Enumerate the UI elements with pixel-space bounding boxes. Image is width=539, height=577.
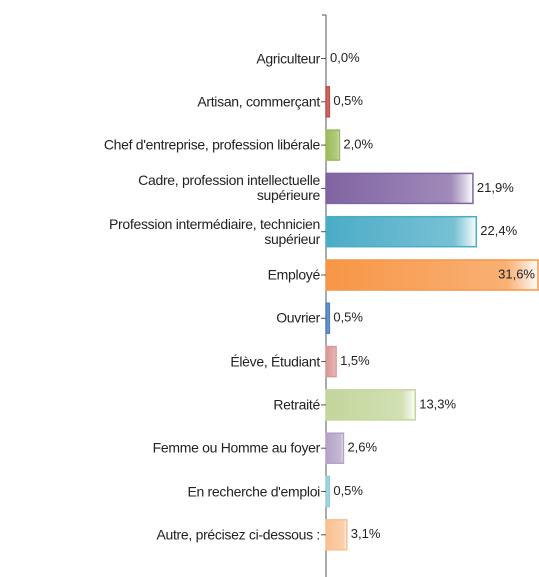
category-label: Femme ou Homme au foyer [152, 439, 321, 456]
value-label: 0,5% [333, 93, 363, 108]
value-label: 1,5% [340, 353, 370, 368]
bar [325, 215, 478, 248]
value-label: 2,0% [343, 137, 373, 152]
category-label: Artisan, commerçant [197, 93, 320, 110]
category-label: Profession intermédiaire, technicien sup… [109, 215, 320, 247]
category-label: Employé [267, 266, 321, 283]
bar [325, 129, 341, 161]
bar [325, 389, 416, 421]
value-label: 31,6% [498, 266, 535, 281]
category-label: Élève, Étudiant [230, 353, 320, 370]
bar [325, 302, 331, 335]
bar [325, 259, 539, 291]
category-label: Chef d'entreprise, profession libérale [103, 136, 320, 153]
bar [325, 475, 331, 508]
bar [325, 345, 337, 378]
bar [325, 432, 345, 464]
value-label: 22,4% [480, 223, 517, 238]
bar [325, 172, 474, 205]
value-label: 21,9% [477, 180, 514, 195]
value-label: 2,6% [347, 440, 377, 455]
category-label: En recherche d'emploi [187, 483, 320, 499]
bar [325, 86, 331, 118]
category-label: Agriculteur [256, 50, 320, 66]
value-label: 0,0% [330, 50, 360, 65]
value-label: 3,1% [351, 526, 381, 541]
value-label: 13,3% [419, 396, 456, 411]
value-label: 0,5% [333, 310, 363, 325]
category-label: Ouvrier [276, 309, 320, 326]
category-label: Cadre, profession intellectuelle supérie… [138, 172, 320, 204]
value-label: 0,5% [333, 483, 363, 498]
bar [325, 519, 348, 551]
category-label: Autre, précisez ci-dessous : [156, 526, 320, 543]
category-label: Retraité [273, 396, 320, 413]
